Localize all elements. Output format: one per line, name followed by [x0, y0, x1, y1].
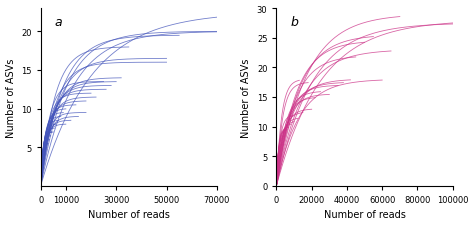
- Y-axis label: Number of ASVs: Number of ASVs: [6, 58, 16, 137]
- Text: b: b: [291, 16, 299, 29]
- Y-axis label: Number of ASVs: Number of ASVs: [241, 58, 251, 137]
- X-axis label: Number of reads: Number of reads: [324, 209, 405, 219]
- Text: a: a: [55, 16, 63, 29]
- X-axis label: Number of reads: Number of reads: [88, 209, 170, 219]
